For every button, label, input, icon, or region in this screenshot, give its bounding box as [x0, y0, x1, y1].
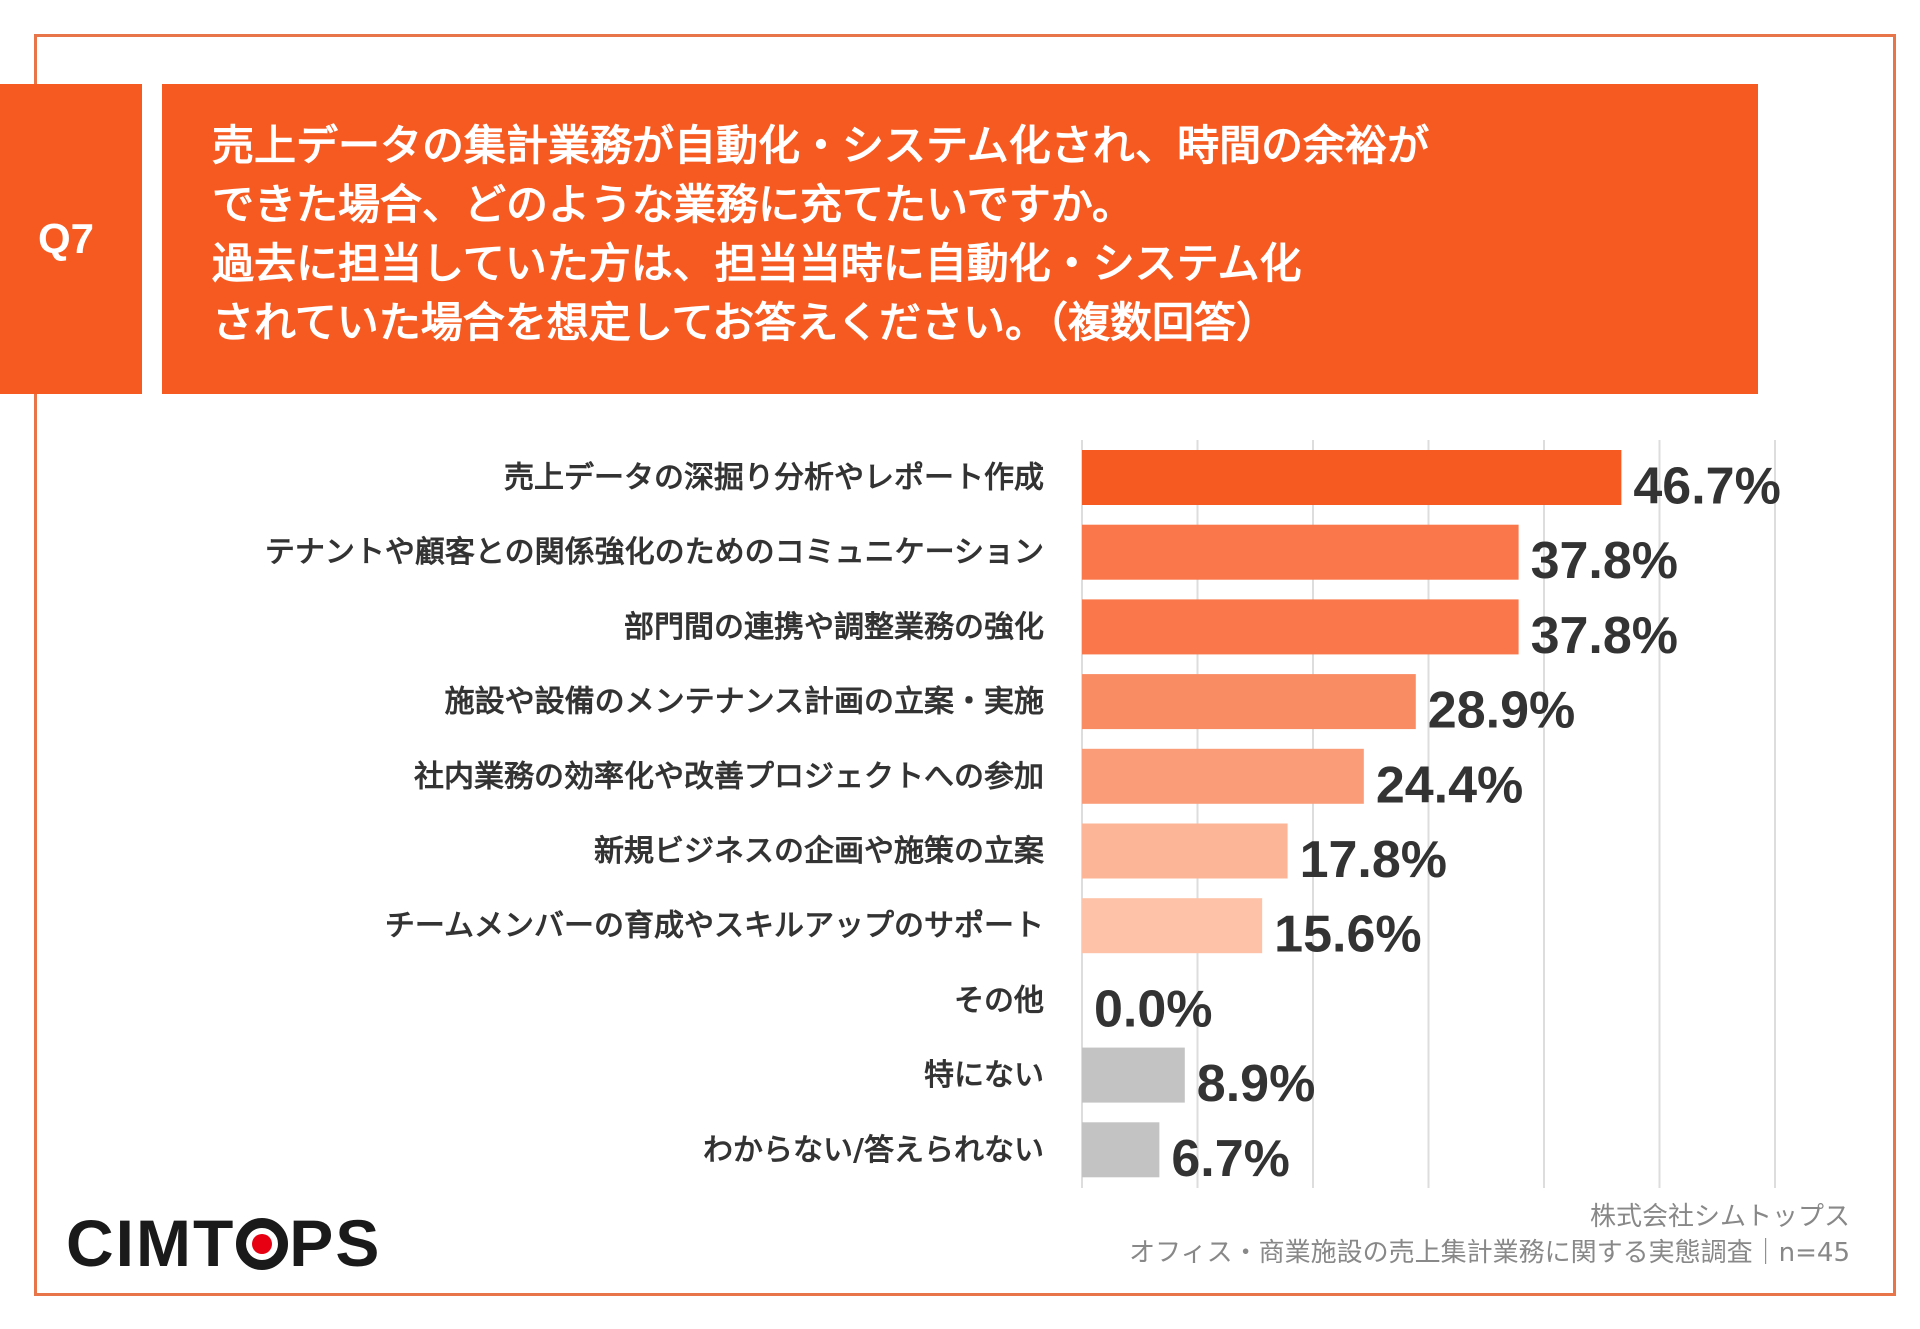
- question-line-1: 売上データの集計業務が自動化・システム化され、時間の余裕が: [212, 121, 1430, 170]
- source-company: 株式会社シムトップス: [1589, 1202, 1850, 1232]
- category-label-8: その他: [954, 983, 1044, 1018]
- cimtops-logo: CIMT PS: [66, 1210, 381, 1276]
- value-label-1: 46.7%: [1633, 458, 1780, 516]
- category-label-10: わからない/答えられない: [703, 1133, 1044, 1168]
- bar-5: [1082, 748, 1364, 804]
- bar-1: [1082, 450, 1622, 505]
- bar-3: [1082, 599, 1519, 655]
- bar-9: [1082, 1047, 1185, 1103]
- value-label-3: 37.8%: [1531, 607, 1678, 665]
- question-line-4: されていた場合を想定してお答えください。（複数回答）: [212, 298, 1278, 347]
- question-box: 売上データの集計業務が自動化・システム化され、時間の余裕が できた場合、どのよう…: [162, 84, 1758, 394]
- question-number: Q7: [37, 215, 95, 262]
- value-label-4: 28.9%: [1428, 682, 1575, 740]
- logo-text-start: CIMT: [66, 1206, 236, 1280]
- logo-o-mark: [236, 1218, 289, 1270]
- bar-4: [1082, 674, 1416, 730]
- question-number-tab: Q7: [0, 84, 142, 394]
- outer-frame: [34, 34, 1896, 1296]
- category-label-5: 社内業務の効率化や改善プロジェクトへの参加: [414, 759, 1044, 794]
- question-line-2: できた場合、どのような業務に充てたいですか。: [212, 180, 1134, 229]
- source-survey: オフィス・商業施設の売上集計業務に関する実態調査｜n=45: [1129, 1238, 1850, 1268]
- bar-2: [1082, 524, 1519, 580]
- value-label-6: 17.8%: [1300, 831, 1447, 889]
- value-label-9: 8.9%: [1197, 1055, 1316, 1113]
- category-label-6: 新規ビジネスの企画や施策の立案: [594, 834, 1045, 869]
- category-label-1: 売上データの深掘り分析やレポート作成: [504, 461, 1044, 496]
- value-label-2: 37.8%: [1531, 532, 1678, 590]
- category-label-7: チームメンバーの育成やスキルアップのサポート: [385, 909, 1044, 944]
- value-label-7: 15.6%: [1274, 906, 1421, 964]
- value-label-5: 24.4%: [1376, 756, 1523, 814]
- category-label-3: 部門間の連携や調整業務の強化: [624, 610, 1044, 645]
- bar-6: [1082, 823, 1288, 879]
- bar-7: [1082, 898, 1263, 954]
- category-label-4: 施設や設備のメンテナンス計画の立案・実施: [445, 685, 1044, 720]
- category-label-2: テナントや顧客との関係強化のためのコミュニケーション: [265, 535, 1044, 570]
- value-label-10: 6.7%: [1171, 1130, 1290, 1188]
- logo-red-dot: [252, 1234, 273, 1254]
- question-line-3: 過去に担当していた方は、担当当時に自動化・システム化: [212, 239, 1302, 288]
- bar-10: [1082, 1122, 1160, 1178]
- value-label-8: 0.0%: [1094, 980, 1213, 1038]
- logo-text-end: PS: [289, 1206, 382, 1280]
- category-label-9: 特にない: [924, 1058, 1044, 1093]
